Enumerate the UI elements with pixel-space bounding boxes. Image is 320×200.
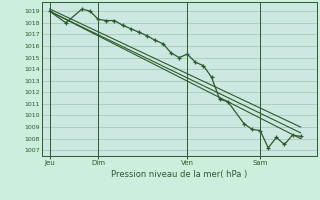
- X-axis label: Pression niveau de la mer( hPa ): Pression niveau de la mer( hPa ): [111, 170, 247, 179]
